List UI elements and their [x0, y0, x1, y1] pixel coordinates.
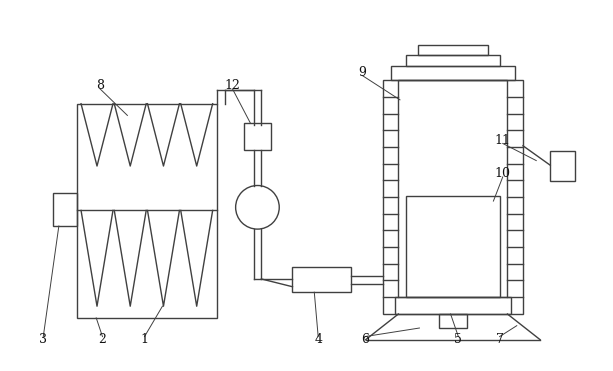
Text: 11: 11: [495, 134, 511, 147]
Bar: [406, 196, 500, 297]
Text: 7: 7: [496, 333, 503, 346]
Text: 10: 10: [495, 167, 511, 180]
Text: 5: 5: [454, 333, 462, 346]
Text: 8: 8: [96, 79, 104, 92]
Bar: [398, 81, 508, 297]
Bar: [77, 104, 217, 318]
Bar: [440, 314, 466, 328]
Text: 1: 1: [140, 333, 148, 346]
Bar: [244, 123, 272, 151]
Text: 12: 12: [224, 79, 240, 92]
Bar: [395, 297, 511, 314]
Text: 3: 3: [39, 333, 47, 346]
Text: 9: 9: [359, 66, 367, 79]
Bar: [406, 55, 500, 66]
Bar: [550, 151, 575, 181]
Bar: [53, 193, 77, 226]
Bar: [292, 267, 351, 292]
Bar: [418, 45, 488, 55]
Text: 4: 4: [314, 333, 322, 346]
Text: 2: 2: [99, 333, 107, 346]
Bar: [383, 81, 523, 314]
Bar: [390, 66, 515, 81]
Text: 6: 6: [361, 333, 369, 346]
